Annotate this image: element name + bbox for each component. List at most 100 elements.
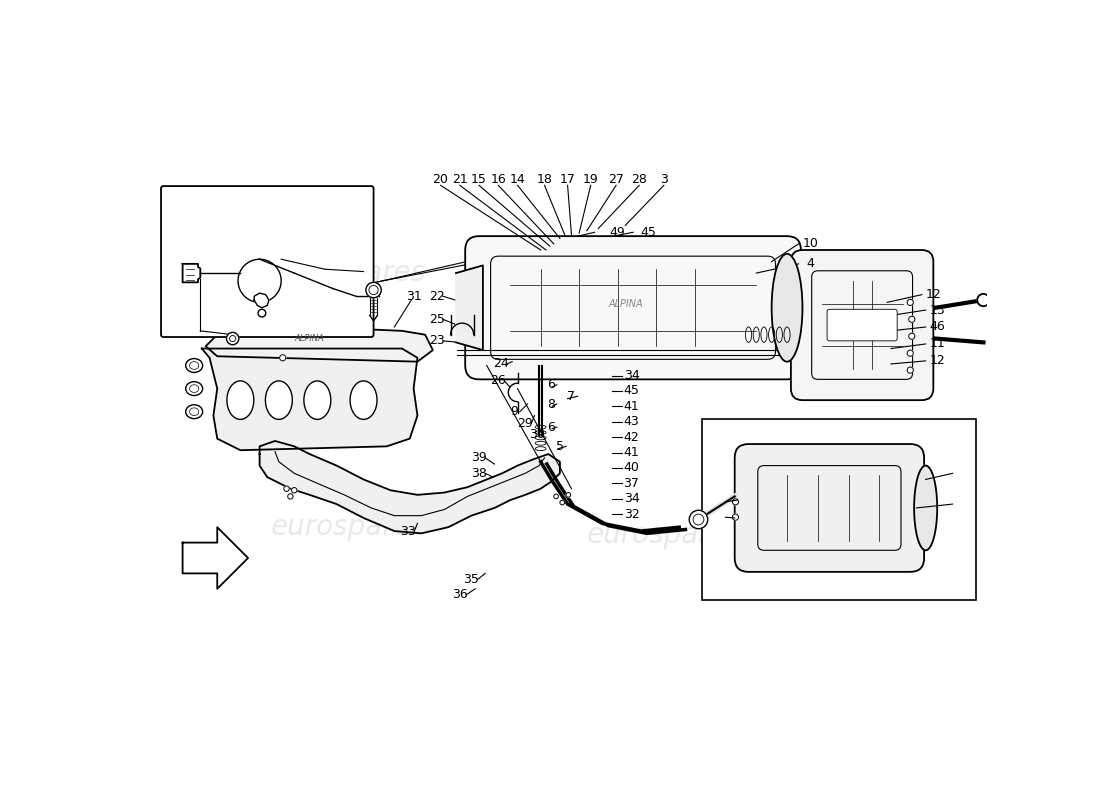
Polygon shape <box>202 349 418 450</box>
Text: 20: 20 <box>432 173 449 186</box>
Text: ALPINA: ALPINA <box>608 299 642 309</box>
Text: 48: 48 <box>283 309 298 322</box>
Text: 7: 7 <box>568 390 575 403</box>
Polygon shape <box>254 293 268 308</box>
Circle shape <box>288 494 293 499</box>
FancyBboxPatch shape <box>465 236 801 379</box>
Text: 1: 1 <box>928 438 936 450</box>
Ellipse shape <box>772 254 803 362</box>
Text: 35: 35 <box>463 573 480 586</box>
Text: 14: 14 <box>509 173 526 186</box>
Polygon shape <box>455 266 483 350</box>
Polygon shape <box>183 527 249 589</box>
Circle shape <box>366 282 382 298</box>
Text: 42: 42 <box>624 430 639 444</box>
Text: 8: 8 <box>547 398 554 410</box>
Text: 41: 41 <box>624 446 639 459</box>
Text: 22: 22 <box>429 290 444 302</box>
Circle shape <box>690 510 707 529</box>
Ellipse shape <box>186 405 202 418</box>
Text: Vale per SA: Vale per SA <box>719 432 799 446</box>
Ellipse shape <box>350 381 377 419</box>
Text: eurospares: eurospares <box>271 514 426 541</box>
Text: 38: 38 <box>710 510 726 524</box>
Text: 12: 12 <box>930 354 945 367</box>
Text: 17: 17 <box>560 173 575 186</box>
Text: eurospares: eurospares <box>586 336 741 364</box>
Circle shape <box>908 350 913 356</box>
Text: 46: 46 <box>930 321 945 334</box>
Circle shape <box>560 500 564 505</box>
Text: 23: 23 <box>429 334 444 347</box>
Text: 33: 33 <box>400 525 416 538</box>
Circle shape <box>909 333 915 339</box>
Text: 6: 6 <box>547 378 554 391</box>
Text: 6: 6 <box>547 421 554 434</box>
Text: 21: 21 <box>452 173 468 186</box>
FancyBboxPatch shape <box>735 444 924 572</box>
Text: 16: 16 <box>491 173 506 186</box>
Text: 18: 18 <box>537 173 552 186</box>
Text: 31: 31 <box>406 290 421 302</box>
Text: 3: 3 <box>660 173 668 186</box>
Text: 34: 34 <box>624 369 639 382</box>
Ellipse shape <box>186 358 202 373</box>
Circle shape <box>292 487 297 493</box>
Circle shape <box>909 316 915 322</box>
Circle shape <box>279 354 286 361</box>
Text: 44: 44 <box>937 498 953 510</box>
Text: 19: 19 <box>583 173 598 186</box>
FancyBboxPatch shape <box>791 250 933 400</box>
Text: 34: 34 <box>624 492 639 506</box>
Text: Valid for SA: Valid for SA <box>719 451 800 465</box>
Text: ALPINA: ALPINA <box>295 334 324 343</box>
Text: 4: 4 <box>806 258 814 270</box>
Text: eurospares: eurospares <box>586 521 741 549</box>
FancyBboxPatch shape <box>161 186 374 337</box>
Text: 40: 40 <box>624 462 639 474</box>
Text: 9: 9 <box>509 405 518 418</box>
Ellipse shape <box>186 382 202 395</box>
Text: 43: 43 <box>624 415 639 428</box>
Text: 38: 38 <box>471 467 487 480</box>
Text: eurospares: eurospares <box>271 259 426 287</box>
Circle shape <box>284 486 289 491</box>
Text: 30: 30 <box>529 428 544 442</box>
Text: 45: 45 <box>624 385 639 398</box>
Text: 25: 25 <box>429 313 444 326</box>
Circle shape <box>227 332 239 345</box>
Ellipse shape <box>914 466 937 550</box>
Text: 32: 32 <box>624 508 639 521</box>
Text: 37: 37 <box>624 477 639 490</box>
FancyBboxPatch shape <box>827 310 898 341</box>
Circle shape <box>908 299 913 306</box>
Text: 39: 39 <box>710 495 726 508</box>
Text: 26: 26 <box>491 374 506 387</box>
Circle shape <box>553 494 559 498</box>
Polygon shape <box>260 441 560 534</box>
Text: 12: 12 <box>925 288 942 301</box>
Circle shape <box>733 498 738 505</box>
Polygon shape <box>206 323 433 362</box>
Text: 27: 27 <box>608 173 624 186</box>
Text: 24: 24 <box>493 358 508 370</box>
Polygon shape <box>183 264 200 282</box>
Circle shape <box>977 294 990 306</box>
Text: 13: 13 <box>930 303 945 317</box>
Text: 36: 36 <box>452 589 468 602</box>
Text: 41: 41 <box>624 400 639 413</box>
Text: 29: 29 <box>517 417 534 430</box>
Circle shape <box>733 514 738 520</box>
Text: 11: 11 <box>930 338 945 350</box>
Ellipse shape <box>304 381 331 419</box>
Circle shape <box>566 493 571 497</box>
Text: 28: 28 <box>631 173 647 186</box>
Text: 45: 45 <box>937 467 953 480</box>
Text: 39: 39 <box>471 451 487 464</box>
Ellipse shape <box>265 381 293 419</box>
Text: 49: 49 <box>609 226 626 238</box>
Circle shape <box>908 367 913 373</box>
Text: 45: 45 <box>640 226 657 238</box>
Text: 15: 15 <box>471 173 487 186</box>
Text: 47: 47 <box>275 328 290 341</box>
